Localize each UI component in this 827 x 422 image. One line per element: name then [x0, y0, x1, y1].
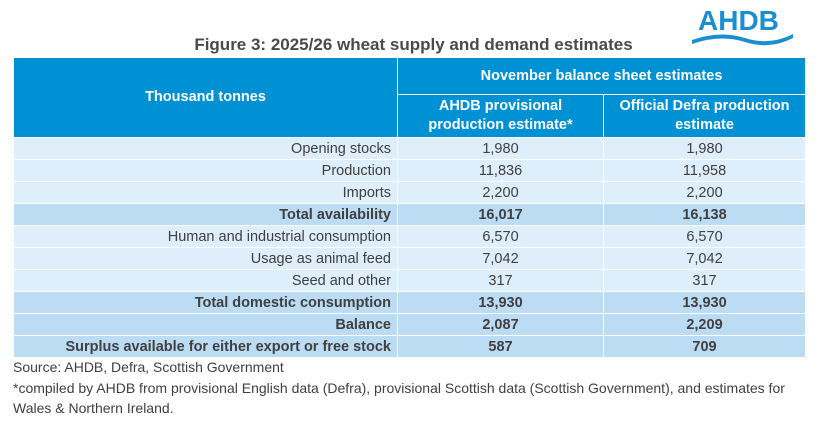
row-label: Imports — [13, 181, 398, 204]
ahdb-value: 13,930 — [397, 291, 604, 314]
defra-value: 6,570 — [603, 225, 806, 248]
defra-value: 709 — [603, 335, 806, 358]
table-row: Seed and other 317 317 — [13, 269, 806, 292]
table-row: Usage as animal feed 7,042 7,042 — [13, 247, 806, 270]
row-label: Production — [13, 159, 398, 182]
defra-value: 7,042 — [603, 247, 806, 270]
row-label: Surplus available for either export or f… — [13, 335, 398, 358]
supply-demand-table: Thousand tonnes November balance sheet e… — [13, 57, 806, 358]
ahdb-value: 7,042 — [397, 247, 604, 270]
table-row: Total domestic consumption 13,930 13,930 — [13, 291, 806, 314]
footnote: *compiled by AHDB from provisional Engli… — [13, 380, 785, 416]
row-label: Seed and other — [13, 269, 398, 292]
defra-column-header: Official Defra production estimate — [603, 94, 806, 138]
ahdb-value: 1,980 — [397, 137, 604, 160]
table-row: Production 11,836 11,958 — [13, 159, 806, 182]
ahdb-column-header: AHDB provisional production estimate* — [397, 94, 604, 138]
row-label: Total domestic consumption — [13, 291, 398, 314]
row-label: Balance — [13, 313, 398, 336]
ahdb-value: 587 — [397, 335, 604, 358]
row-label: Opening stocks — [13, 137, 398, 160]
ahdb-value: 2,087 — [397, 313, 604, 336]
defra-value: 16,138 — [603, 203, 806, 226]
defra-value: 1,980 — [603, 137, 806, 160]
defra-value: 2,200 — [603, 181, 806, 204]
ahdb-value: 11,836 — [397, 159, 604, 182]
ahdb-value: 6,570 — [397, 225, 604, 248]
defra-value: 11,958 — [603, 159, 806, 182]
table-row: Surplus available for either export or f… — [13, 335, 806, 358]
svg-text:AHDB: AHDB — [698, 5, 779, 36]
row-label: Human and industrial consumption — [13, 225, 398, 248]
ahdb-value: 16,017 — [397, 203, 604, 226]
row-label-header: Thousand tonnes — [13, 57, 398, 138]
defra-value: 317 — [603, 269, 806, 292]
table-row: Opening stocks 1,980 1,980 — [13, 137, 806, 160]
table-row: Balance 2,087 2,209 — [13, 313, 806, 336]
table-row: Imports 2,200 2,200 — [13, 181, 806, 204]
group-header: November balance sheet estimates — [397, 57, 806, 95]
ahdb-value: 317 — [397, 269, 604, 292]
ahdb-logo: AHDB — [692, 5, 793, 46]
defra-value: 13,930 — [603, 291, 806, 314]
ahdb-value: 2,200 — [397, 181, 604, 204]
figure-title: Figure 3: 2025/26 wheat supply and deman… — [194, 35, 633, 54]
table-row: Total availability 16,017 16,138 — [13, 203, 806, 226]
row-label: Usage as animal feed — [13, 247, 398, 270]
source-note: Source: AHDB, Defra, Scottish Government — [13, 359, 284, 375]
row-label: Total availability — [13, 203, 398, 226]
table-row: Human and industrial consumption 6,570 6,5… — [13, 225, 806, 248]
defra-value: 2,209 — [603, 313, 806, 336]
